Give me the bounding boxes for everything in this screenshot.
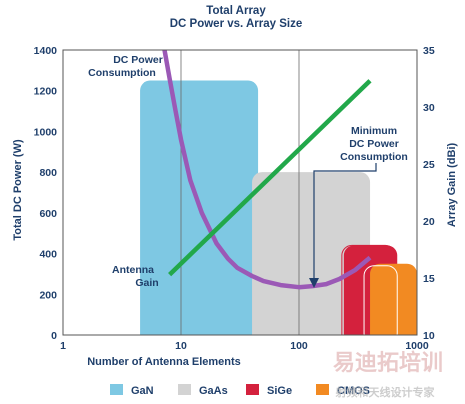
series-line-dc-power-consumption bbox=[162, 50, 372, 290]
annotation-dc-power-line2: Consumption bbox=[88, 67, 156, 79]
right-y-tick-label: 30 bbox=[423, 102, 435, 114]
data-series bbox=[162, 50, 372, 290]
watermark-large-text: 易迪拓培训 bbox=[333, 350, 443, 376]
minimum-callout-line bbox=[313, 163, 377, 280]
legend-swatch-gan bbox=[110, 384, 123, 395]
region-gaas bbox=[252, 172, 371, 335]
watermark: 易迪拓培训 射频和天线设计专家 bbox=[333, 350, 443, 399]
legend-label-gan: GaN bbox=[131, 385, 154, 397]
annotation-minimum-line1: Minimum bbox=[351, 125, 397, 137]
left-y-axis-title: Total DC Power (W) bbox=[12, 139, 24, 241]
chart-title: Total Array bbox=[206, 5, 266, 17]
annotation-minimum-line3: Consumption bbox=[340, 151, 408, 163]
x-tick-label: 100 bbox=[290, 340, 308, 352]
left-y-tick-label: 0 bbox=[51, 330, 57, 342]
right-y-tick-label: 15 bbox=[423, 273, 435, 285]
watermark-small-text: 射频和天线设计专家 bbox=[335, 385, 436, 399]
legend-swatch-gaas bbox=[178, 384, 191, 395]
annotation-dc-power-line1: DC Power bbox=[113, 54, 163, 66]
annotation-dc-power: DC Power Consumption bbox=[88, 54, 163, 79]
annotation-minimum-dc-power: Minimum DC Power Consumption bbox=[309, 125, 408, 288]
right-y-tick-label: 25 bbox=[423, 159, 435, 171]
right-y-tick-label: 35 bbox=[423, 45, 435, 57]
x-tick-label: 10 bbox=[175, 340, 187, 352]
x-tick-label: 1000 bbox=[405, 340, 429, 352]
x-tick-label: 1 bbox=[60, 340, 66, 352]
legend: GaN GaAs SiGe CMOS bbox=[110, 384, 370, 397]
annotation-minimum-line2: DC Power bbox=[349, 138, 399, 150]
left-y-tick-label: 1000 bbox=[34, 126, 58, 138]
x-axis-title: Number of Antenna Elements bbox=[87, 356, 241, 368]
annotation-antenna-gain: Antenna Gain bbox=[112, 264, 159, 289]
left-y-tick-label: 600 bbox=[39, 208, 57, 220]
technology-regions bbox=[140, 80, 417, 335]
legend-swatch-cmos bbox=[316, 384, 329, 395]
right-y-tick-label: 10 bbox=[423, 330, 435, 342]
legend-swatch-sige bbox=[246, 384, 259, 395]
legend-label-gaas: GaAs bbox=[199, 385, 228, 397]
region-gan bbox=[140, 80, 259, 335]
series-line-antenna-gain bbox=[168, 79, 372, 277]
plot-frame bbox=[62, 49, 418, 336]
left-y-tick-label: 1400 bbox=[34, 45, 58, 57]
tick-labels: 1 10 100 1000 0 200 400 600 800 1000 1200 1400 10 15 2… bbox=[34, 45, 435, 352]
annotation-antenna-gain-line2: Gain bbox=[135, 277, 158, 289]
left-y-tick-label: 400 bbox=[39, 249, 57, 261]
minimum-callout-arrowhead bbox=[309, 278, 319, 288]
left-y-tick-label: 800 bbox=[39, 167, 57, 179]
region-cmos bbox=[370, 263, 417, 335]
region-overlap-outline bbox=[363, 265, 398, 335]
chart-subtitle: DC Power vs. Array Size bbox=[170, 18, 303, 30]
legend-label-sige: SiGe bbox=[267, 385, 292, 397]
legend-label-cmos: CMOS bbox=[337, 385, 370, 397]
annotation-antenna-gain-line1: Antenna bbox=[112, 264, 154, 276]
right-y-tick-label: 20 bbox=[423, 216, 435, 228]
left-y-tick-label: 1200 bbox=[34, 86, 58, 98]
left-y-tick-label: 200 bbox=[39, 289, 57, 301]
right-y-axis-title: Array Gain (dBi) bbox=[446, 142, 458, 227]
